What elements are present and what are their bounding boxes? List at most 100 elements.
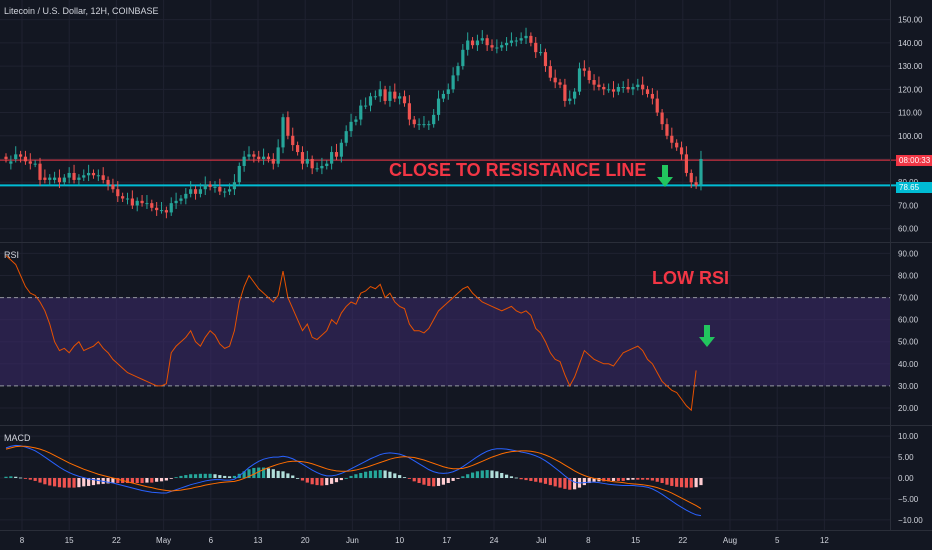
macd-histogram-bar [432,478,436,487]
x-tick-label: 8 [20,536,25,545]
y-tick-label: −10.00 [898,516,923,525]
candle-body [184,193,188,199]
price-candles [4,27,703,219]
candle-body [359,105,363,120]
candle-body [320,165,324,169]
macd-histogram-bar [291,475,295,478]
macd-histogram-bar [135,478,139,484]
macd-histogram-bar [72,478,76,488]
candle-body [193,189,198,194]
candle-body [665,124,669,136]
macd-histogram-bar [159,478,164,482]
candle-body [699,159,703,185]
macd-line [5,444,702,517]
macd-histogram-bar [582,478,586,486]
macd-histogram-bar [587,478,591,484]
rsi-label: RSI [4,250,20,260]
candle-body [315,168,319,170]
y-tick-label: 60.00 [898,225,919,234]
macd-histogram-bar [373,470,377,478]
x-tick-label: Jul [536,536,546,545]
candle-body [461,49,465,67]
candle-body [475,40,480,46]
candle-body [82,175,86,178]
candle-body [378,89,382,97]
macd-histogram-bar [296,478,300,479]
macd-histogram-bar [257,467,261,478]
candle-body [509,40,514,43]
candle-body [43,177,47,180]
macd-histogram-bar [82,478,86,487]
macd-histogram-bar [125,478,130,484]
candle-body [587,70,591,81]
macd-histogram-bar [480,470,484,478]
macd-histogram-bar [305,478,309,483]
macd-histogram-bar [645,478,650,480]
candle-body [14,154,18,160]
candle-body [427,124,431,126]
macd-histogram-bar [368,470,373,478]
candle-body [524,35,528,39]
down-arrow-icon [657,165,673,192]
y-tick-label: 0.00 [898,474,914,483]
macd-histogram-bar [427,478,431,486]
candle-body [125,198,130,200]
y-tick-label: 80.00 [898,271,919,280]
macd-histogram-bar [573,478,577,490]
candle-body [548,66,552,78]
y-tick-label: 70.00 [898,201,919,210]
candle-body [174,200,178,204]
candle-body [198,189,202,194]
candle-body [179,198,183,201]
macd-histogram-bar [14,476,18,478]
macd-histogram-bar [388,471,392,478]
macd-histogram-bar [417,478,421,484]
macd-histogram-bar [665,478,669,485]
macd-histogram-bar [130,478,134,484]
macd-histogram-bar [675,478,679,487]
candle-body [159,210,164,212]
candle-body [266,156,271,160]
candle-body [38,163,42,180]
macd-histogram-bar [223,475,227,478]
macd-histogram-bar [470,472,475,478]
macd-histogram-bar [655,478,659,482]
candle-body [636,84,640,87]
candle-body [281,117,285,148]
y-tick-label: 30.00 [898,382,919,391]
y-tick-label: 20.00 [898,404,919,413]
macd-histogram-bar [670,478,674,486]
macd-histogram-bar [4,476,8,478]
macd-histogram-bar [359,472,363,478]
macd-histogram-bar [184,475,188,478]
candle-body [169,203,173,213]
candle-body [53,177,57,180]
macd-histogram-bar [626,478,630,481]
candle-body [62,177,66,183]
x-tick-label: 15 [65,536,74,545]
candle-body [121,196,125,199]
macd-histogram-bar [344,478,348,479]
candle-body [218,186,222,192]
macd-histogram-bar [504,474,509,478]
candle-body [116,189,120,197]
candle-body [18,154,23,157]
candle-body [412,119,416,125]
candle-body [140,200,144,204]
candle-body [602,86,606,90]
candle-body [689,172,693,183]
candle-body [684,154,688,173]
candle-body [631,86,635,90]
macd-histogram-bar [9,476,13,478]
candle-body [451,75,455,90]
candle-body [242,156,246,166]
candle-body [558,82,562,85]
x-tick-label: 22 [678,536,687,545]
candle-body [261,156,266,160]
x-tick-label: Aug [723,536,737,545]
candle-body [330,152,334,164]
candle-body [252,154,256,157]
macd-histogram-bar [451,478,455,481]
macd-histogram-bar [660,478,664,484]
